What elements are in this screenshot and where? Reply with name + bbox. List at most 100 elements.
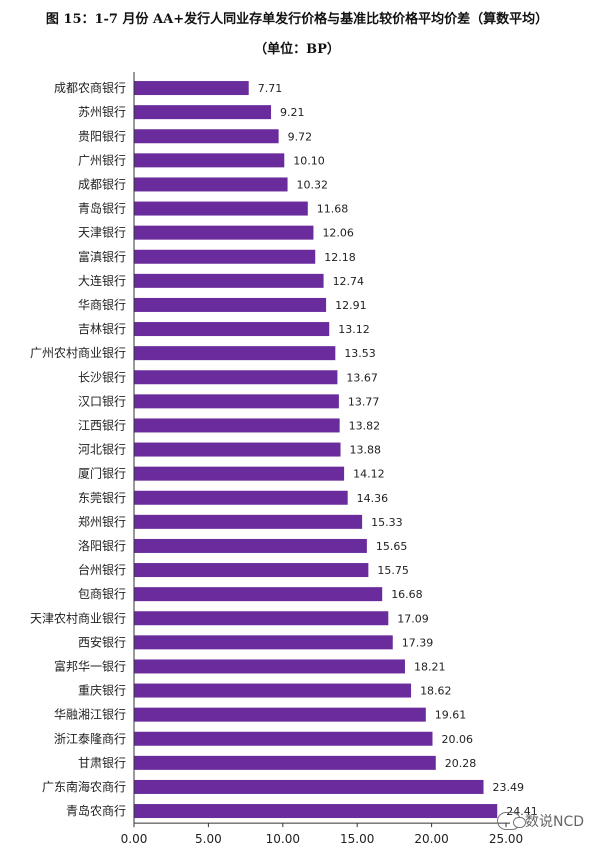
category-label: 西安银行 [78,634,126,649]
category-label: 苏州银行 [78,105,126,119]
data-label: 12.06 [322,227,354,240]
data-label: 12.91 [335,299,367,312]
bar [134,129,279,144]
bar [134,466,345,481]
category-label: 汉口银行 [78,394,126,408]
category-label: 东莞银行 [78,491,126,505]
data-label: 18.62 [420,685,452,698]
bar [134,804,498,819]
bar [134,779,484,794]
category-label: 富邦华一银行 [54,658,126,673]
bar [134,490,348,505]
bar [134,225,314,240]
data-label: 9.21 [280,106,305,119]
data-label: 15.75 [377,564,409,577]
data-label: 23.49 [493,781,525,794]
category-label: 河北银行 [78,443,126,457]
data-label: 20.06 [441,733,473,746]
category-label: 广州农村商业银行 [30,345,126,360]
category-label: 青岛银行 [78,201,126,216]
bar [134,611,389,626]
bar [134,201,308,216]
chart-title: 图 15：1-7 月份 AA+发行人同业存单发行价格与基准比较价格平均价差（算数… [45,12,549,27]
category-label: 华商银行 [78,297,126,312]
category-label: 甘肃银行 [78,756,126,770]
bar [134,346,336,361]
data-label: 14.36 [357,492,389,505]
bar [134,297,327,312]
bar [134,370,338,385]
category-label: 江西银行 [78,418,126,432]
bar [134,442,341,457]
bar [134,394,339,409]
x-tick-label: 15.00 [340,832,374,846]
data-label: 9.72 [288,130,313,143]
wechat-icon [496,812,526,830]
bar [134,683,412,698]
category-label: 青岛农商行 [66,803,126,818]
data-label: 12.18 [324,251,356,264]
bar [134,273,324,288]
data-label: 17.39 [402,636,434,649]
category-label: 吉林银行 [78,322,126,336]
data-label: 12.74 [333,275,365,288]
category-label: 成都农商银行 [54,80,126,95]
bar [134,105,272,120]
x-tick-label: 25.00 [489,832,523,846]
bar [134,587,383,602]
category-label: 广东南海农商行 [42,779,126,794]
data-label: 10.32 [297,178,329,191]
category-label: 浙江泰隆商行 [54,731,126,746]
data-label: 13.53 [344,347,376,360]
bar [134,731,433,746]
bar [134,659,405,674]
data-label: 13.82 [349,419,381,432]
category-label: 长沙银行 [78,370,126,384]
category-label: 重庆银行 [78,684,126,698]
category-label: 洛阳银行 [78,538,126,553]
category-label: 厦门银行 [78,466,126,481]
bar [134,322,330,337]
data-label: 17.09 [397,612,429,625]
data-label: 20.28 [445,757,477,770]
bar [134,249,316,264]
bar [134,563,369,578]
bar [134,177,288,192]
category-label: 包商银行 [78,586,126,601]
bar [134,81,249,96]
bar [134,707,426,722]
data-label: 13.12 [338,323,370,336]
x-tick-label: 0.00 [121,832,148,846]
x-tick-label: 10.00 [266,832,300,846]
bar [134,514,363,529]
data-label: 19.61 [435,709,467,722]
bar [134,635,393,650]
chart-subtitle: （单位：BP） [254,42,340,57]
category-label: 富滇银行 [78,249,126,264]
bar [134,153,285,168]
data-label: 15.33 [371,516,403,529]
data-label: 14.12 [353,468,385,481]
data-label: 7.71 [258,82,283,95]
category-label: 天津银行 [78,226,126,240]
bar [134,755,436,770]
data-label: 11.68 [317,203,349,216]
category-label: 华融湘江银行 [54,707,126,722]
category-label: 台州银行 [78,562,126,577]
category-label: 贵阳银行 [78,129,126,143]
data-label: 16.68 [391,588,423,601]
x-tick-label: 20.00 [414,832,448,846]
bar [134,538,367,553]
watermark: 数说NCD [496,811,584,831]
data-label: 13.77 [348,395,380,408]
category-label: 大连银行 [78,273,126,288]
data-label: 13.88 [350,444,382,457]
watermark-text: 数说NCD [524,814,584,830]
category-label: 成都银行 [78,177,126,191]
data-label: 13.67 [346,371,378,384]
category-label: 天津农村商业银行 [30,610,126,625]
category-label: 广州银行 [78,153,126,167]
x-tick-label: 5.00 [195,832,222,846]
data-label: 10.10 [293,154,325,167]
